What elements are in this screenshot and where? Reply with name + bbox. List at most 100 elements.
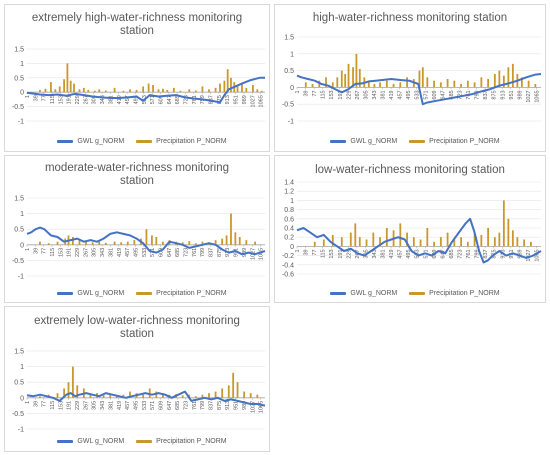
precip-bar: [98, 241, 101, 245]
x-tick-label: 609: [432, 90, 438, 99]
x-tick-label: 609: [158, 95, 164, 104]
y-tick-label: 0: [290, 244, 294, 251]
precip-bar: [373, 84, 376, 88]
precip-bar: [433, 241, 435, 247]
x-tick-label: 191: [338, 90, 344, 99]
precip-bar: [54, 89, 57, 93]
precip-bar: [347, 63, 350, 88]
x-tick-label: 153: [329, 90, 335, 99]
x-tick-label: 115: [321, 90, 327, 99]
x-tick-label: 1: [25, 95, 31, 98]
precip-bar: [466, 241, 469, 247]
x-tick-label: 533: [142, 401, 148, 410]
precip-bar: [135, 89, 138, 93]
x-tick-label: 305: [363, 90, 369, 99]
x-tick-label: 229: [75, 248, 81, 257]
x-tick-label: 115: [50, 95, 56, 104]
precip-bar: [304, 82, 307, 88]
x-tick-label: 799: [200, 248, 206, 257]
precip-bar: [194, 396, 197, 398]
precip-bar: [98, 89, 101, 93]
x-tick-label: 343: [372, 249, 378, 258]
chart-plot-area: 1.510.50-0.5-11 39 77 115 153 191 229 267 305 343…: [12, 196, 266, 281]
x-tick-label: 1065: [259, 248, 265, 260]
precip-bar: [104, 90, 107, 93]
x-tick-label: 799: [475, 90, 481, 99]
precip-bar: [76, 385, 79, 398]
precip-bar: [419, 239, 422, 247]
y-tick-label: -0.5: [12, 258, 24, 265]
x-tick-label: 305: [92, 401, 98, 410]
precip-bar: [502, 75, 505, 88]
x-tick-label: 571: [423, 90, 429, 99]
precip-bar: [245, 240, 248, 245]
y-tick-label: 0.5: [14, 75, 24, 82]
x-tick-label: 571: [150, 401, 156, 410]
y-tick-label: 1.5: [14, 349, 24, 356]
precip-bar: [223, 80, 226, 93]
chart-title: moderate-water-richness monitoring stati…: [44, 162, 230, 187]
precip-bar: [194, 90, 197, 93]
x-tick-label: 571: [150, 95, 156, 104]
x-tick-label: 647: [167, 401, 173, 410]
precip-bar: [93, 90, 96, 93]
precip-bar: [102, 395, 105, 398]
precip-bar: [322, 239, 325, 247]
precip-bar: [466, 80, 469, 88]
precip-bar: [78, 240, 81, 245]
x-tick-label: 39: [33, 401, 39, 407]
precip-bar: [399, 223, 402, 247]
precip-bar: [358, 68, 361, 88]
precip-bar: [67, 382, 70, 398]
precip-bar: [39, 89, 41, 93]
precip-bar: [115, 396, 118, 398]
chart-plot-area: 1.510.50-0.5-11 39 77 115 153 191 229 267 305 343…: [12, 47, 265, 126]
precip-bar: [460, 84, 462, 88]
precip-bar: [418, 70, 421, 88]
precip-bar: [39, 396, 41, 398]
precip-bar: [71, 237, 74, 245]
x-tick-label: 989: [242, 248, 248, 257]
precip-bar: [487, 228, 490, 247]
x-tick-label: 457: [125, 401, 131, 410]
precip-bar: [385, 228, 388, 247]
precip-bar: [162, 88, 164, 93]
chart-plot-area: 1.510.50-0.5-11 39 77 115 153 191 229 267 305 343…: [12, 349, 266, 434]
legend-swatch-precip: [136, 292, 153, 295]
x-tick-label: 77: [42, 401, 48, 407]
x-tick-label: 495: [406, 249, 412, 258]
precip-bar: [493, 237, 496, 247]
precip-bar: [181, 242, 184, 245]
precip-bar: [379, 82, 381, 88]
x-tick-label: 837: [483, 90, 489, 99]
x-tick-label: 381: [108, 95, 114, 104]
x-tick-label: 115: [50, 401, 56, 410]
x-tick-label: 609: [158, 248, 164, 257]
x-tick-label: 343: [100, 401, 106, 410]
legend-swatch-gwl: [330, 140, 347, 143]
x-tick-label: 1027: [526, 249, 532, 261]
x-tick-label: 1: [295, 90, 301, 93]
precip-bar: [155, 391, 158, 398]
chart-legend: GWL g_NORM Precipitation P_NORM: [275, 290, 545, 297]
precip-bar: [226, 69, 229, 93]
y-tick-label: 1.5: [284, 35, 294, 42]
x-tick-label: 343: [100, 95, 106, 104]
x-tick-label: 495: [406, 90, 412, 99]
precip-bar: [372, 232, 375, 247]
precip-bar: [325, 77, 327, 88]
x-tick-label: 951: [234, 95, 240, 104]
x-tick-label: 153: [58, 401, 64, 410]
legend-label-precip: Precipitation P_NORM: [156, 290, 227, 297]
precip-bar: [344, 73, 347, 88]
x-tick-label: 39: [304, 249, 310, 255]
legend-label-precip: Precipitation P_NORM: [156, 438, 227, 445]
x-tick-label: 875: [217, 401, 223, 410]
x-tick-label: 495: [133, 401, 139, 410]
x-tick-label: 343: [372, 90, 378, 99]
legend-label-precip: Precipitation P_NORM: [156, 138, 227, 145]
legend-swatch-precip: [136, 440, 153, 443]
precip-bar: [493, 73, 496, 88]
x-tick-label: 267: [355, 90, 361, 99]
x-tick-label: 685: [449, 90, 455, 99]
